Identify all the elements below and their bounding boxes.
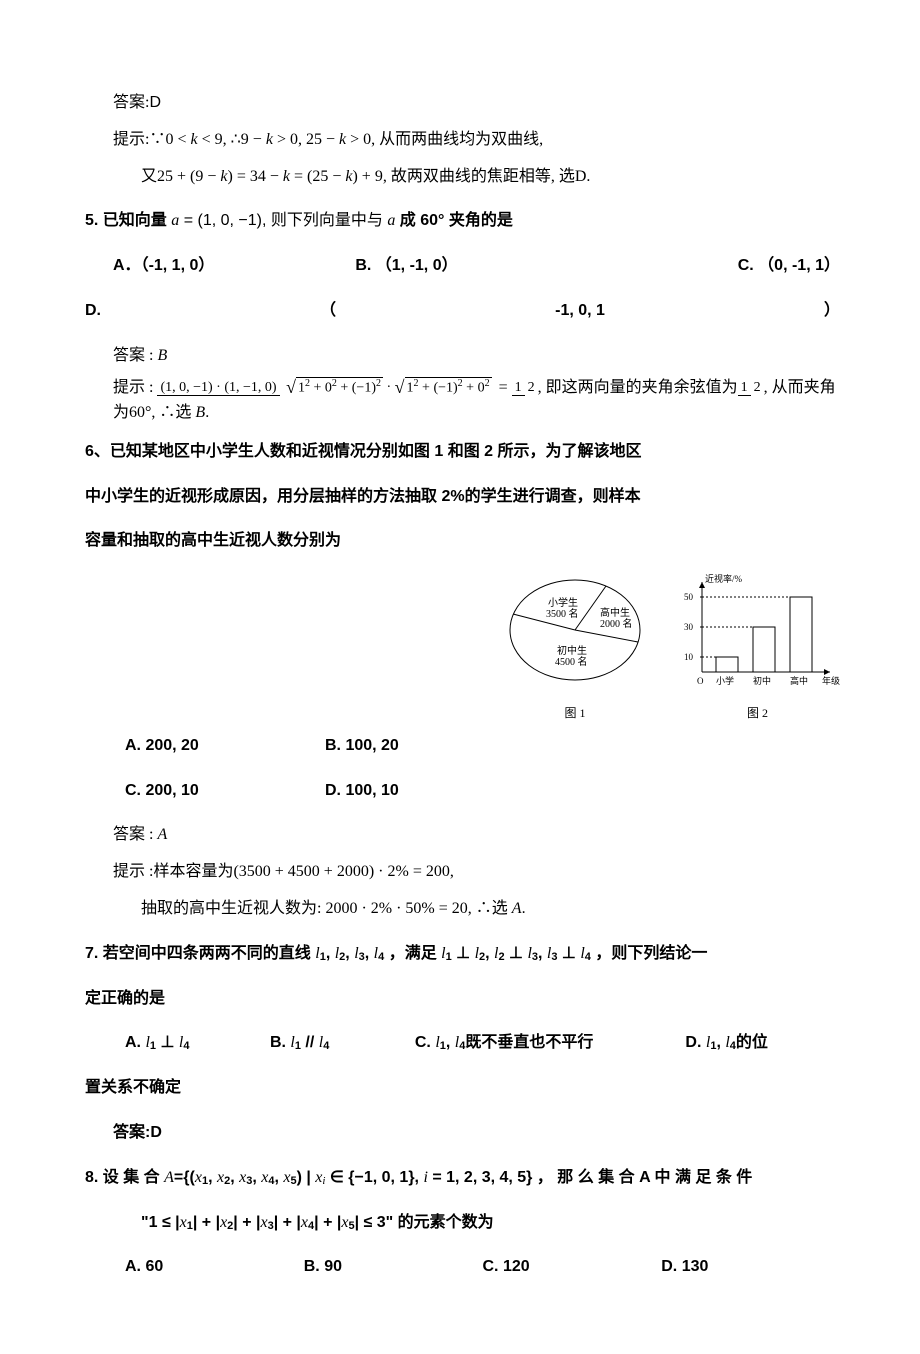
svg-text:50: 50 — [684, 592, 694, 602]
q5-opt-c: C. （0, -1, 1） — [598, 248, 840, 285]
q5-options-row1: A．（-1, 1, 0） B. （1, -1, 0） C. （0, -1, 1） — [85, 248, 840, 285]
q6-hint-2: 抽取的高中生近视人数为: 2000 · 2% · 50% = 20, ∴选 A. — [85, 891, 840, 928]
q6-options-row1: A. 200, 20 B. 100, 20 — [85, 728, 525, 765]
q5-hint-frac1: (1, 0, −1) · (1, −1, 0) √12 + 02 + (−1)2… — [157, 376, 494, 399]
q8-opt-c: C. 120 — [483, 1249, 662, 1286]
svg-text:3500 名: 3500 名 — [546, 607, 579, 620]
q6-opt-d: D. 100, 10 — [325, 773, 525, 810]
q7-stem-3: 置关系不确定 — [85, 1070, 840, 1107]
q5-stem: 5. 已知向量 a = (1, 0, −1), 则下列向量中与 a 成 60° … — [85, 203, 840, 240]
q6-options-row2: C. 200, 10 D. 100, 10 — [85, 773, 525, 810]
q7-opt-a: A. l1 ⊥ l4 — [125, 1025, 270, 1062]
svg-text:4500 名: 4500 名 — [555, 655, 588, 668]
q6-bar: 10 30 50 近视率/% 年级 O 小学 初中 高中 图 2 — [680, 572, 835, 728]
q6-opt-b: B. 100, 20 — [325, 728, 525, 765]
svg-text:初中生: 初中生 — [557, 644, 587, 657]
q8-options: A. 60 B. 90 C. 120 D. 130 — [85, 1249, 840, 1286]
q5-opt-a: A．（-1, 1, 0） — [113, 248, 355, 285]
q8-stem-2: "1 ≤ |x1| + |x2| + |x3| + |x4| + |x5| ≤ … — [85, 1205, 840, 1242]
q7-options: A. l1 ⊥ l4 B. l1 // l4 C. l1, l4既不垂直也不平行… — [85, 1025, 840, 1062]
svg-text:高中: 高中 — [790, 675, 808, 686]
svg-text:近视率/%: 近视率/% — [705, 573, 743, 584]
q5-opt-d: D. （ -1, 0, 1 ） — [85, 293, 840, 330]
q4-hint-2: 又25 + (9 − k) = 34 − k = (25 − k) + 9, 故… — [85, 159, 840, 196]
q6-hint-1: 提示 :样本容量为(3500 + 4500 + 2000) · 2% = 200… — [85, 854, 840, 891]
q8-opt-b: B. 90 — [304, 1249, 483, 1286]
q7-answer: 答案:D — [85, 1115, 840, 1152]
q7-opt-c: C. l1, l4既不垂直也不平行 — [415, 1025, 686, 1062]
q8-stem-1: 8. 设 集 合 A={(x1, x2, x3, x4, x5) | xi ∈ … — [85, 1160, 840, 1197]
q6-stem-1: 6、已知某地区中小学生人数和近视情况分别如图 1 和图 2 所示，为了解该地区 — [85, 434, 840, 471]
svg-text:年级: 年级 — [822, 675, 840, 686]
svg-text:10: 10 — [684, 652, 694, 662]
q6-opt-c: C. 200, 10 — [125, 773, 325, 810]
q5-answer: 答案 : B — [85, 338, 840, 375]
q6-opt-a: A. 200, 20 — [125, 728, 325, 765]
svg-text:2000 名: 2000 名 — [600, 617, 633, 630]
q5-opt-b: B. （1, -1, 0） — [355, 248, 597, 285]
q7-stem-1: 7. 若空间中四条两两不同的直线 l1, l2, l3, l4 ，满足 l1 ⊥… — [85, 936, 840, 973]
q8-opt-d: D. 130 — [661, 1249, 840, 1286]
q6-stem-3: 容量和抽取的高中生近视人数分别为 — [85, 523, 840, 560]
svg-text:小学: 小学 — [716, 675, 734, 686]
q6-graphics: 小学生 3500 名 高中生 2000 名 初中生 4500 名 图 1 10 … — [500, 572, 840, 728]
q8-opt-a: A. 60 — [125, 1249, 304, 1286]
q4-answer: 答案:D — [85, 85, 840, 122]
q4-hint-1: 提示:∵0 < k < 9, ∴9 − k > 0, 25 − k > 0, 从… — [85, 122, 840, 159]
q7-stem-2: 定正确的是 — [85, 981, 840, 1018]
q6-answer: 答案 : A — [85, 817, 840, 854]
svg-text:O: O — [697, 676, 704, 686]
svg-text:高中生: 高中生 — [600, 606, 630, 619]
q7-opt-b: B. l1 // l4 — [270, 1025, 415, 1062]
svg-text:初中: 初中 — [753, 675, 771, 686]
q7-opt-d: D. l1, l4的位 — [685, 1025, 840, 1062]
svg-text:30: 30 — [684, 622, 694, 632]
q6-stem-2: 中小学生的近视形成原因，用分层抽样的方法抽取 2%的学生进行调查，则样本 — [85, 479, 840, 516]
q6-pie: 小学生 3500 名 高中生 2000 名 初中生 4500 名 图 1 — [500, 572, 650, 728]
q5-hint: 提示 : (1, 0, −1) · (1, −1, 0) √12 + 02 + … — [85, 375, 840, 426]
svg-text:小学生: 小学生 — [548, 596, 578, 609]
